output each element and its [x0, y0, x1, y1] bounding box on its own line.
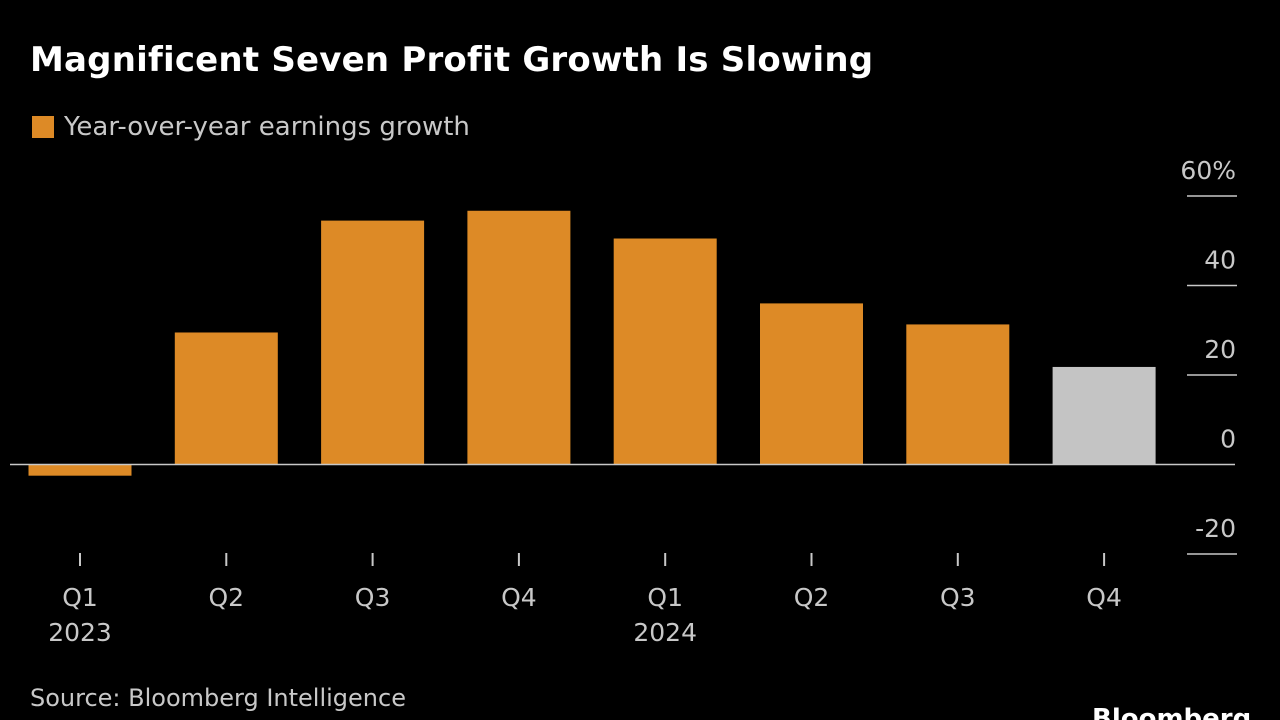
- y-tick-label: -20: [1195, 514, 1236, 543]
- bar: [467, 210, 571, 465]
- legend-swatch: [32, 116, 54, 138]
- x-year-label: 2024: [633, 618, 697, 647]
- x-tick-label: Q4: [1086, 583, 1122, 612]
- source-note: Source: Bloomberg Intelligence: [30, 684, 406, 712]
- chart-title: Magnificent Seven Profit Growth Is Slowi…: [30, 40, 874, 80]
- chart-legend: Year-over-year earnings growth: [32, 112, 470, 142]
- x-tick-label: Q3: [355, 583, 391, 612]
- brand-logo: Bloomberg: [1092, 704, 1252, 720]
- y-tick-label: 40: [1204, 246, 1236, 275]
- bar: [760, 303, 863, 465]
- x-tick-label: Q1: [647, 583, 683, 612]
- x-tick-label: Q3: [940, 583, 976, 612]
- bar: [613, 238, 717, 465]
- bar: [28, 464, 132, 476]
- bar: [906, 324, 1010, 465]
- x-year-label: 2023: [48, 618, 112, 647]
- y-tick-label: 20: [1204, 335, 1236, 364]
- x-tick-label: Q2: [209, 583, 245, 612]
- y-tick-label: 0: [1220, 425, 1236, 454]
- x-tick-label: Q2: [794, 583, 830, 612]
- x-tick-label: Q4: [501, 583, 537, 612]
- estimate-bar: [1052, 366, 1156, 465]
- bar: [321, 220, 425, 465]
- legend-label: Year-over-year earnings growth: [64, 112, 470, 142]
- y-tick-label: 60%: [1180, 156, 1236, 185]
- x-tick-label: Q1: [62, 583, 98, 612]
- bar: [174, 332, 278, 465]
